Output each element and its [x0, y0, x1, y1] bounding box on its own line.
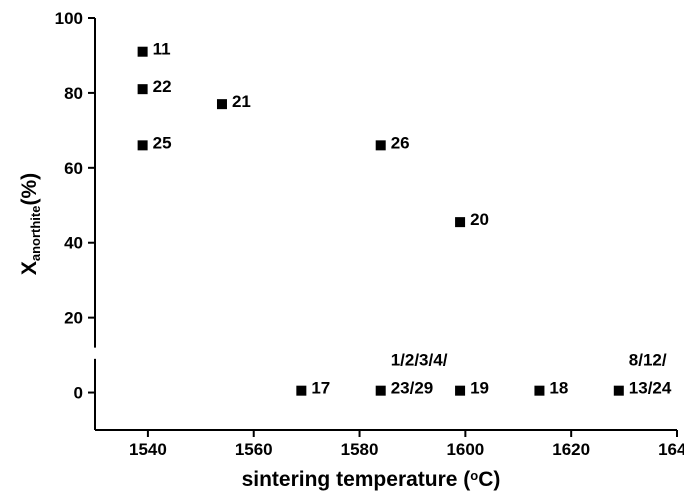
point-label: 25 — [153, 133, 172, 152]
data-point — [137, 84, 148, 95]
x-tick-label: 1580 — [341, 440, 379, 459]
x-tick-label: 1620 — [552, 440, 590, 459]
xlabel-part: C) — [478, 468, 500, 491]
y-axis: 0 20 40 60 80 100 — [55, 9, 96, 430]
data-point — [216, 99, 227, 110]
point-label: 17 — [311, 379, 330, 398]
y-tick-label: 0 — [74, 384, 83, 403]
data-point — [455, 385, 466, 396]
data-point — [613, 385, 624, 396]
point-label: 20 — [470, 210, 489, 229]
xlabel-part: sintering temperature ( — [242, 468, 471, 491]
x-tick-label: 1600 — [446, 440, 484, 459]
y-tick-label: 80 — [64, 84, 83, 103]
y-tick-label: 100 — [55, 9, 83, 28]
ylabel-part: (%) — [18, 173, 41, 206]
data-points: 11 22 25 21 26 20 17 1/2/3/4/23/29 19 18 8/12/13/2… — [137, 40, 672, 398]
data-point — [137, 140, 148, 151]
xlabel-part: o — [470, 468, 478, 483]
data-point — [375, 385, 386, 396]
data-point — [534, 385, 545, 396]
x-tick-label: 1540 — [129, 440, 167, 459]
ylabel-part: X — [18, 261, 41, 275]
point-label: 26 — [391, 133, 410, 152]
point-label: 21 — [232, 92, 251, 111]
x-axis-label: sintering temperature (oC) — [242, 468, 501, 491]
ylabel-part: anorthite — [28, 206, 43, 262]
point-label: 19 — [470, 379, 489, 398]
y-tick-label: 20 — [64, 309, 83, 328]
y-tick-label: 40 — [64, 234, 83, 253]
point-label: 18 — [549, 379, 568, 398]
point-label: 13/24 — [629, 379, 672, 398]
point-label: 11 — [153, 40, 171, 59]
point-label: 23/29 — [391, 379, 434, 398]
y-tick-label: 60 — [64, 159, 83, 178]
y-axis-label: Xanorthite(%) — [18, 173, 43, 275]
point-label: 8/12/ — [629, 351, 667, 370]
data-point — [137, 46, 148, 57]
data-point — [296, 385, 307, 396]
data-point — [375, 140, 386, 151]
point-label: 22 — [153, 77, 172, 96]
data-point — [455, 217, 466, 228]
point-label: 1/2/3/4/ — [391, 351, 448, 370]
x-tick-label: 1560 — [235, 440, 273, 459]
